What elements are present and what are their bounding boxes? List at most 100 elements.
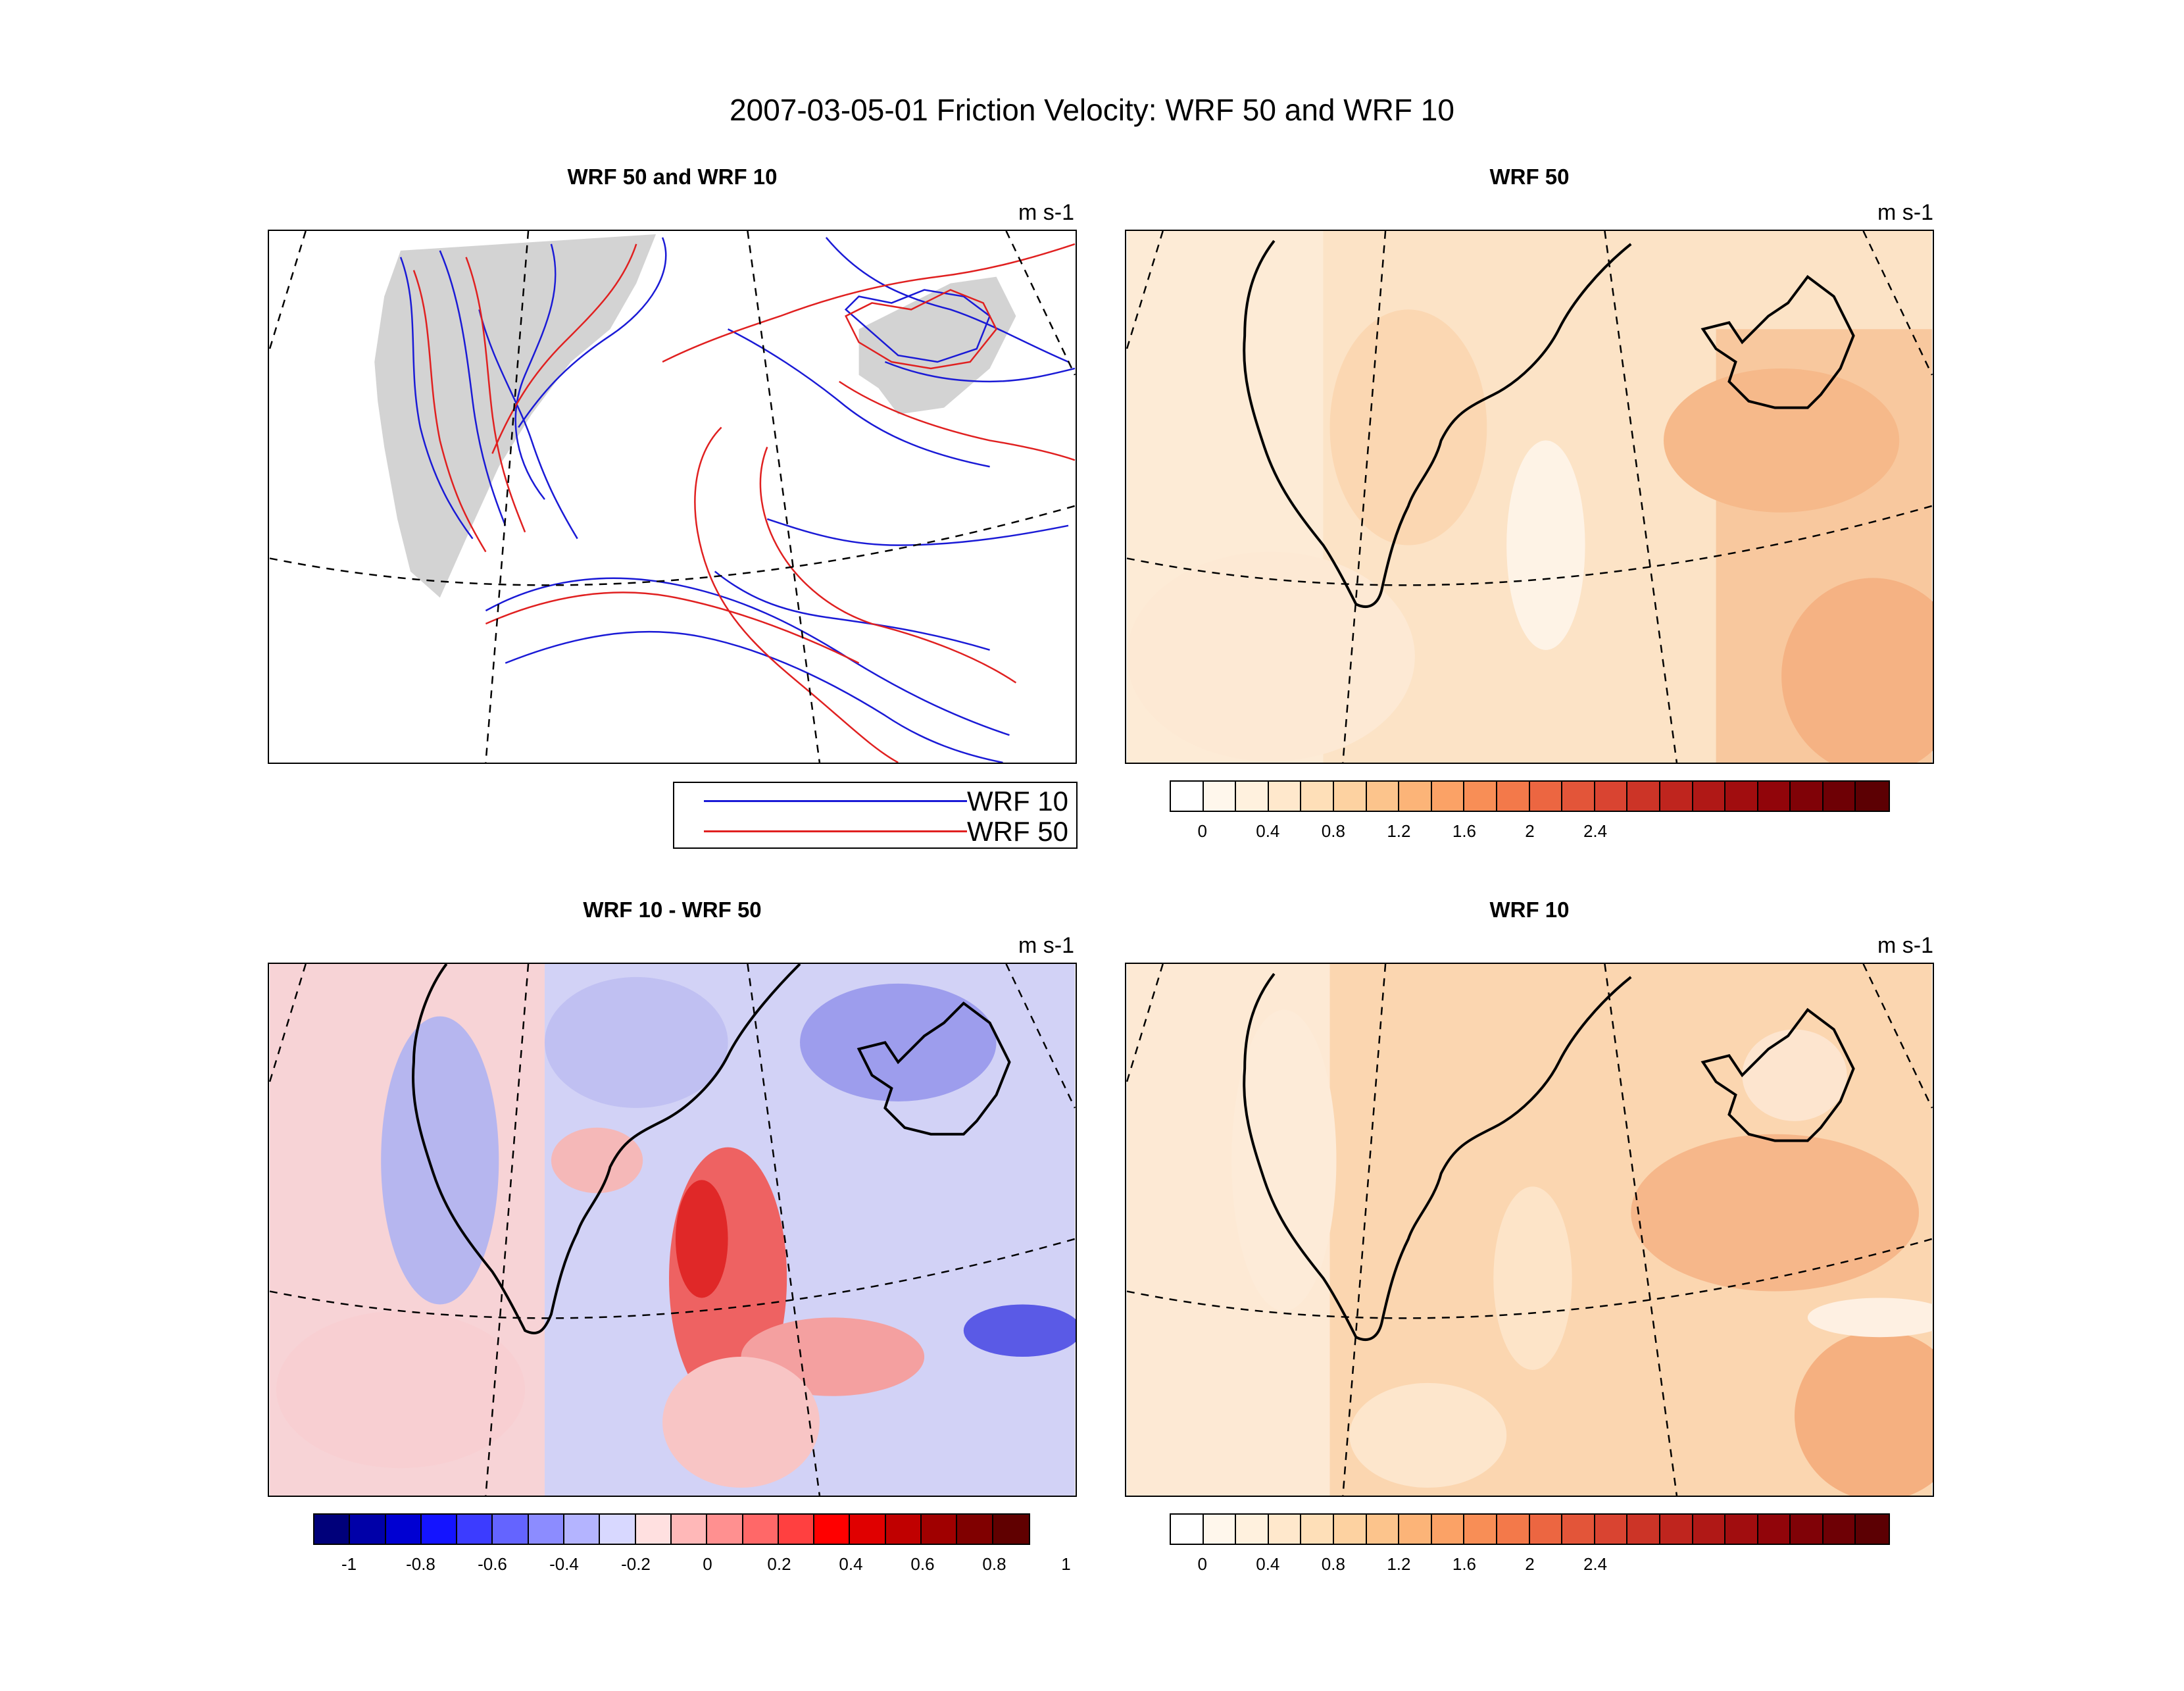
map-wrf10 (1125, 963, 1934, 1497)
colorbar-cell (385, 1515, 422, 1544)
colorbar-cell (1431, 1515, 1465, 1544)
colorbar-cell (1627, 1515, 1660, 1544)
colorbar-cell (885, 1515, 922, 1544)
colorbar-cell (1268, 782, 1302, 811)
colorbar-tick-label: 2 (1525, 821, 1535, 841)
colorbar-cell (1627, 782, 1660, 811)
colorbar-cells (313, 1513, 1030, 1545)
colorbar-cell (1595, 782, 1628, 811)
colorbar-tick-label: 0.6 (910, 1554, 935, 1574)
panel-title-wrf10: WRF 10 (1489, 897, 1570, 922)
colorbar-cell (814, 1515, 851, 1544)
colorbar-cell (564, 1515, 601, 1544)
colorbar-cell (1399, 782, 1432, 811)
legend-label-wrf10: WRF 10 (967, 786, 1069, 817)
colorbar-cells (1170, 1513, 1890, 1545)
colorbar-cell (1595, 1515, 1628, 1544)
legend-label-wrf50: WRF 50 (967, 816, 1069, 847)
colorbar-cells (1170, 780, 1890, 812)
colorbar-cell (1823, 782, 1856, 811)
colorbar-cell (1856, 1515, 1889, 1544)
colorbar-cell (778, 1515, 815, 1544)
legend-line-wrf50 (704, 830, 967, 832)
colorbar-cell (1725, 782, 1758, 811)
colorbar-cell (1791, 782, 1824, 811)
colorbar-tick-label: 0 (1197, 821, 1207, 841)
colorbar-cell (1529, 782, 1563, 811)
map-diff (268, 963, 1077, 1497)
colorbar-cell (1333, 782, 1367, 811)
panel-title-contour: WRF 50 and WRF 10 (567, 164, 778, 189)
colorbar-cell (1823, 1515, 1856, 1544)
units-contour: m s-1 (1018, 200, 1074, 225)
colorbar-cell (1758, 1515, 1791, 1544)
colorbar-cell (850, 1515, 886, 1544)
colorbar-cell (421, 1515, 458, 1544)
colorbar-cell (1725, 1515, 1758, 1544)
colorbar-cell (1399, 1515, 1432, 1544)
colorbar-cell (1464, 782, 1497, 811)
colorbar-tick-label: 0.8 (982, 1554, 1006, 1574)
colorbar-tick-label: -0.4 (549, 1554, 579, 1574)
colorbar-cell (1366, 1515, 1400, 1544)
colorbar-tick-label: 0.4 (1256, 1554, 1280, 1574)
colorbar-cell (528, 1515, 565, 1544)
colorbar-tick-label: 0.2 (767, 1554, 791, 1574)
colorbar-cell (1791, 1515, 1824, 1544)
colorbar-tick-label: 2.4 (1583, 1554, 1608, 1574)
colorbar-cell (922, 1515, 958, 1544)
colorbar-cell (1203, 1515, 1237, 1544)
map-wrf50 (1125, 230, 1934, 764)
colorbar-cell (743, 1515, 779, 1544)
colorbar-tick-label: 0.4 (839, 1554, 863, 1574)
colorbar-cell (1497, 1515, 1530, 1544)
colorbar-tick-label: -1 (341, 1554, 357, 1574)
units-wrf10: m s-1 (1877, 933, 1933, 958)
colorbar-wrf10: 0 0.4 0.8 1.2 1.6 2 2.4 (1170, 1513, 1890, 1586)
colorbar-cell (1758, 782, 1791, 811)
colorbar-tick-label: 0 (703, 1554, 712, 1574)
colorbar-cell (1268, 1515, 1302, 1544)
colorbar-cell (993, 1515, 1029, 1544)
colorbar-tick-label: 0.8 (1321, 821, 1345, 841)
legend-line-wrf10 (704, 800, 967, 802)
colorbar-tick-label: 1.6 (1452, 821, 1477, 841)
units-wrf50: m s-1 (1877, 200, 1933, 225)
colorbar-tick-label: 1 (1061, 1554, 1071, 1574)
colorbar-cell (350, 1515, 386, 1544)
colorbar-cell (1464, 1515, 1497, 1544)
colorbar-cell (707, 1515, 743, 1544)
colorbar-cell (1693, 782, 1726, 811)
colorbar-cell (1171, 1515, 1204, 1544)
figure-title: 2007-03-05-01 Friction Velocity: WRF 50 … (730, 93, 1454, 127)
legend-item-wrf50: WRF 50 (694, 816, 1076, 847)
colorbar-cell (1856, 782, 1889, 811)
colorbar-cell (1660, 782, 1693, 811)
panel-title-diff: WRF 10 - WRF 50 (583, 897, 762, 922)
colorbar-cell (1529, 1515, 1563, 1544)
colorbar-tick-label: 1.6 (1452, 1554, 1477, 1574)
colorbar-cell (1203, 782, 1237, 811)
legend-item-wrf10: WRF 10 (694, 786, 1076, 817)
colorbar-cell (635, 1515, 672, 1544)
colorbar-tick-label: 1.2 (1387, 1554, 1411, 1574)
colorbar-cell (457, 1515, 493, 1544)
colorbar-wrf50: 0 0.4 0.8 1.2 1.6 2 2.4 (1170, 780, 1890, 853)
colorbar-cell (1366, 782, 1400, 811)
colorbar-cell (671, 1515, 708, 1544)
colorbar-cell (1236, 782, 1269, 811)
colorbar-tick-label: -0.8 (406, 1554, 435, 1574)
colorbar-tick-label: -0.6 (478, 1554, 507, 1574)
colorbar-tick-label: 0 (1197, 1554, 1207, 1574)
colorbar-cell (493, 1515, 529, 1544)
colorbar-tick-label: 2 (1525, 1554, 1535, 1574)
colorbar-diff: -1 -0.8 -0.6 -0.4 -0.2 0 0.2 0.4 0.6 0.8 1 (313, 1513, 1071, 1586)
colorbar-cell (1431, 782, 1465, 811)
map-contour-overlay (268, 230, 1077, 764)
contour-legend: WRF 10 WRF 50 (673, 782, 1078, 849)
colorbar-cell (1693, 1515, 1726, 1544)
colorbar-cell (600, 1515, 636, 1544)
units-diff: m s-1 (1018, 933, 1074, 958)
land-iceland (858, 276, 1016, 415)
colorbar-tick-label: -0.2 (621, 1554, 651, 1574)
